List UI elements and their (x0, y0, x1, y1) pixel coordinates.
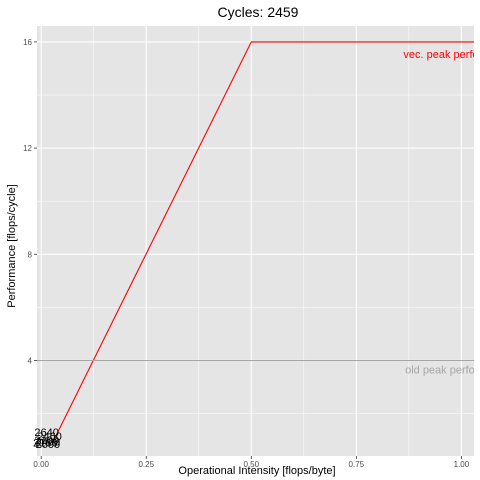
plot-panel (37, 26, 474, 456)
series-layer (37, 41, 474, 441)
y-tick-label: 4 (28, 356, 33, 365)
annotation-label: vec. peak perfo (403, 49, 478, 61)
x-tick-label: 0.25 (138, 460, 154, 469)
annotations: vec. peak perfo old peak perfor (403, 49, 479, 377)
x-tick-label: 1.00 (454, 460, 470, 469)
y-axis-label: Performance [flops/cycle] (6, 184, 18, 308)
x-tick-label: 0.50 (244, 460, 260, 469)
y-axis: 4 8 12 16 (23, 38, 37, 365)
annotation-label: old peak perfor (405, 365, 479, 377)
roofline-line (53, 41, 474, 441)
point-label: 2460 (37, 431, 61, 443)
x-tick-label: 0.75 (349, 460, 365, 469)
y-tick-label: 16 (23, 38, 32, 47)
point-label: 2600 (36, 439, 60, 451)
chart-title: Cycles: 2459 (218, 4, 299, 20)
minor-grid (37, 26, 474, 456)
y-tick-label: 8 (28, 250, 33, 259)
x-axis-label: Operational Intensity [flops/byte] (178, 465, 335, 477)
point-label: 2400 (36, 436, 60, 448)
x-axis: 0.00 0.25 0.50 0.75 1.00 (33, 456, 470, 469)
y-tick-label: 12 (23, 144, 32, 153)
x-tick-label: 0.00 (33, 460, 49, 469)
point-label: 2100 (34, 435, 58, 447)
point-label: 2640 (34, 427, 58, 439)
point-label: 2160 (33, 438, 57, 450)
